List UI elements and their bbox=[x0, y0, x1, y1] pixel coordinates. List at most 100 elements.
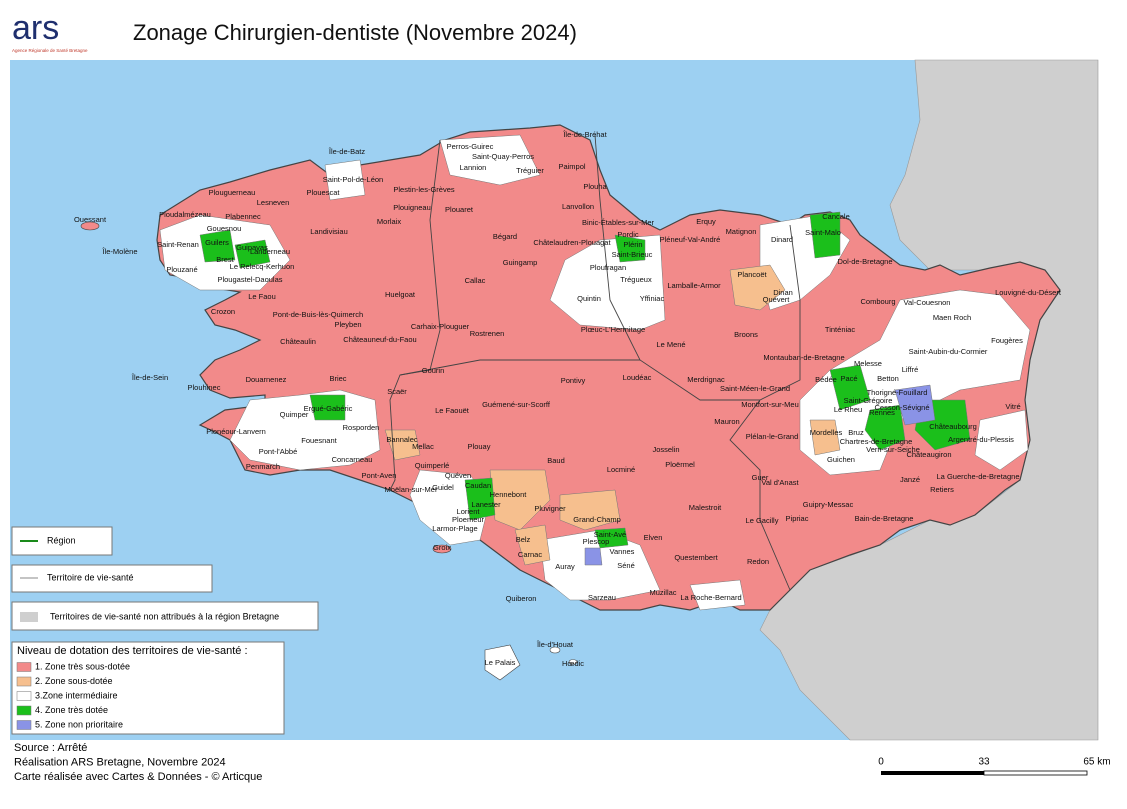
place-label: Larmor-Plage bbox=[432, 524, 477, 533]
place-label: Betton bbox=[877, 374, 899, 383]
scale-label: 65 km bbox=[1083, 757, 1110, 768]
place-label: Quimperlé bbox=[415, 461, 450, 470]
place-label: Plouhinec bbox=[188, 383, 221, 392]
place-label: Plœuc-L'Hermitage bbox=[581, 325, 645, 334]
footer-line: Source : Arrêté bbox=[14, 742, 87, 754]
place-label: Bruz bbox=[848, 428, 864, 437]
place-label: Montfort-sur-Meu bbox=[741, 400, 799, 409]
logo-subtitle: Agence Régionale de Santé Bretagne bbox=[12, 48, 88, 53]
place-label: Ploudalmézeau bbox=[159, 210, 211, 219]
legend-swatch bbox=[16, 676, 32, 687]
legend-label: 2. Zone sous-dotée bbox=[35, 676, 113, 686]
place-label: Erquy bbox=[696, 217, 716, 226]
place-label: Lannion bbox=[460, 163, 487, 172]
place-label: Quévert bbox=[763, 295, 791, 304]
place-label: Carnac bbox=[518, 550, 542, 559]
place-label: Le Faouët bbox=[435, 406, 470, 415]
place-label: Plélan-le-Grand bbox=[746, 432, 799, 441]
scale-label: 0 bbox=[878, 757, 884, 768]
place-label: Groix bbox=[433, 543, 451, 552]
place-label: Elven bbox=[644, 533, 663, 542]
place-label: Séné bbox=[617, 561, 635, 570]
place-label: Hennebont bbox=[490, 490, 528, 499]
place-label: Saint-Pol-de-Léon bbox=[323, 175, 383, 184]
place-label: Scaër bbox=[387, 387, 407, 396]
place-label: Ouessant bbox=[74, 215, 107, 224]
footer-line: Carte réalisée avec Cartes & Données - ©… bbox=[14, 771, 262, 783]
place-label: Yffiniac bbox=[640, 294, 665, 303]
place-label: Vitré bbox=[1005, 402, 1020, 411]
place-label: Pipriac bbox=[786, 514, 809, 523]
place-label: Paimpol bbox=[558, 162, 585, 171]
place-label: Saint-Renan bbox=[157, 240, 199, 249]
place-label: Mauron bbox=[714, 417, 739, 426]
place-label: Châteaulin bbox=[280, 337, 316, 346]
place-label: Gouesnou bbox=[207, 224, 242, 233]
legend-box bbox=[11, 601, 319, 631]
place-label: Montauban-de-Bretagne bbox=[763, 353, 844, 362]
place-label: Île-de-Bréhat bbox=[562, 130, 607, 139]
place-label: Châteauneuf-du-Faou bbox=[343, 335, 416, 344]
place-label: Rosporden bbox=[343, 423, 380, 432]
place-label: Josselin bbox=[652, 445, 679, 454]
place-label: Guémené-sur-Scorff bbox=[482, 400, 551, 409]
place-label: Fouesnant bbox=[301, 436, 337, 445]
department-boundary bbox=[594, 134, 801, 401]
place-label: Châtelaudren-Plouagat bbox=[533, 238, 611, 247]
place-label: Le Faou bbox=[248, 292, 276, 301]
place-label: Plouha bbox=[583, 182, 607, 191]
place-label: Île-d'Houat bbox=[536, 640, 574, 649]
place-label: Vern-sur-Seiche bbox=[866, 445, 920, 454]
place-label: Matignon bbox=[726, 227, 757, 236]
legend-swatch bbox=[16, 691, 32, 701]
place-label: Île-de-Sein bbox=[131, 373, 168, 382]
department-boundary bbox=[399, 359, 640, 376]
place-label: Penmarch bbox=[246, 462, 280, 471]
place-label: Dinan bbox=[773, 288, 793, 297]
place-label: Quiberon bbox=[506, 594, 537, 603]
place-label: Locminé bbox=[607, 465, 635, 474]
place-label: Plabennec bbox=[225, 212, 261, 221]
zone bbox=[584, 547, 603, 566]
place-label: Guichen bbox=[827, 455, 855, 464]
place-label: La Roche-Bernard bbox=[680, 593, 741, 602]
place-label: Belz bbox=[516, 535, 531, 544]
place-label: Saint-Quay-Perros bbox=[472, 152, 534, 161]
place-label: Le Relecq-Kerhuon bbox=[230, 262, 295, 271]
department-boundary bbox=[729, 399, 791, 591]
place-label: Guidel bbox=[432, 483, 454, 492]
place-label: Rennes bbox=[869, 408, 895, 417]
place-label: Liffré bbox=[902, 365, 919, 374]
place-label: Plancoët bbox=[737, 270, 767, 279]
legend-label: Territoire de vie-santé bbox=[47, 572, 134, 582]
place-label: Le Mené bbox=[656, 340, 685, 349]
place-label: Quimper bbox=[280, 410, 309, 419]
place-label: Pluvigner bbox=[534, 504, 566, 513]
zone bbox=[234, 239, 271, 269]
place-label: Île-Molène bbox=[101, 247, 137, 256]
place-label: Concarneau bbox=[332, 455, 373, 464]
zone bbox=[894, 384, 936, 426]
place-label: Mellac bbox=[412, 442, 434, 451]
place-label: Val-Couesnon bbox=[904, 298, 951, 307]
place-label: Plougastel-Daoulas bbox=[217, 275, 282, 284]
place-label: Landerneau bbox=[250, 247, 290, 256]
place-label: Le Rheu bbox=[834, 405, 862, 414]
place-label: Caudan bbox=[465, 481, 491, 490]
place-label: Cesson-Sévigné bbox=[874, 403, 929, 412]
place-label: Mordelles bbox=[810, 428, 843, 437]
place-label: Redon bbox=[747, 557, 769, 566]
place-label: Morlaix bbox=[377, 217, 401, 226]
place-label: Le Gacilly bbox=[746, 516, 779, 525]
legend-title: Niveau de dotation des territoires de vi… bbox=[17, 645, 248, 657]
place-label: Guilers bbox=[205, 238, 229, 247]
place-label: Quintin bbox=[577, 294, 601, 303]
place-label: Questembert bbox=[674, 553, 718, 562]
island bbox=[80, 221, 100, 231]
zone bbox=[384, 429, 421, 461]
place-label: Guer bbox=[752, 473, 769, 482]
place-label: Merdrignac bbox=[687, 375, 725, 384]
place-label: Plescop bbox=[583, 537, 610, 546]
island bbox=[568, 659, 578, 665]
